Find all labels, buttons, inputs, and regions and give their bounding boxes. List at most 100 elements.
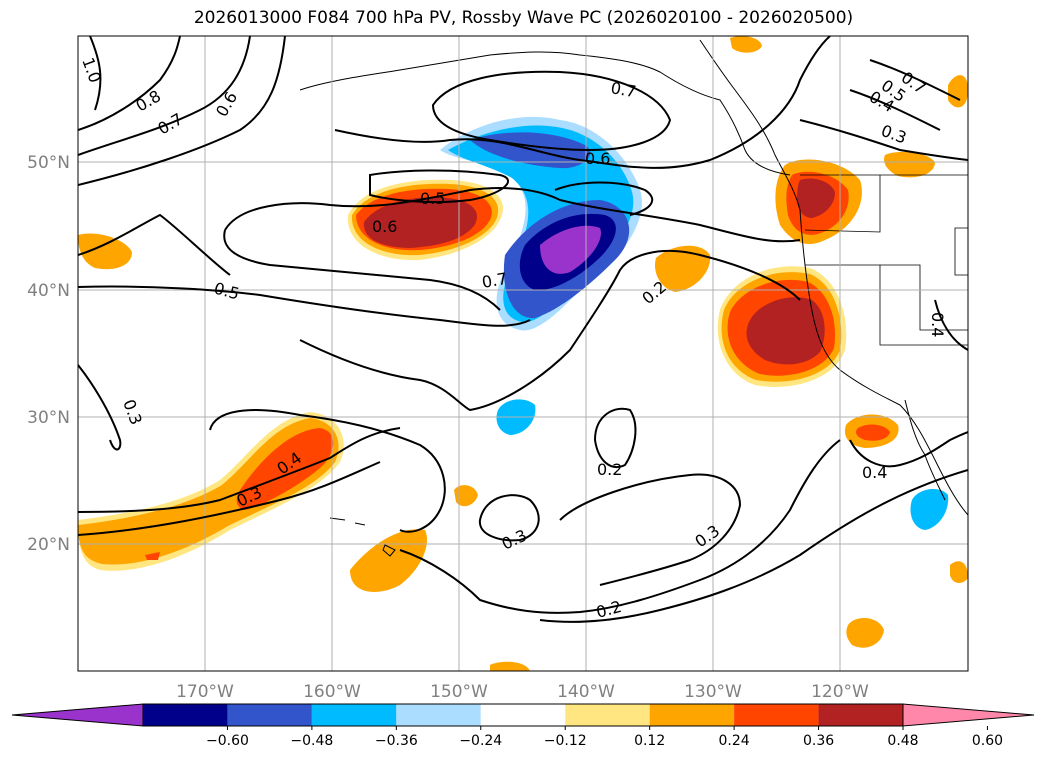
colorbar-frame	[142, 703, 904, 727]
positive-anomaly-northwest-4	[363, 197, 477, 248]
pv-contour-1	[89, 36, 102, 111]
pv-contours	[78, 36, 968, 623]
shaded-anomalies	[78, 36, 968, 671]
border-nevada	[879, 265, 968, 346]
map-title: 2026013000 F084 700 hPa PV, Rossby Wave …	[193, 8, 854, 28]
pv-contour-10	[78, 213, 231, 276]
pv-contour-2	[78, 36, 181, 131]
lon-label-160w: 160°W	[303, 682, 361, 702]
latitude-labels: 50°N 40°N 30°N 20°N	[27, 153, 70, 555]
pv-contour-19	[478, 494, 540, 542]
positive-anomaly-small-6	[950, 561, 968, 584]
colorbar-segment	[565, 704, 650, 726]
contour-label: 0.6	[372, 217, 397, 236]
pv-contour-7	[224, 187, 801, 243]
colorbar-segment	[311, 704, 397, 726]
pv-contour-20	[559, 473, 742, 586]
colorbar-tick-label: −0.60	[206, 733, 249, 749]
state-borders	[800, 174, 968, 346]
lat-label-50n: 50°N	[27, 153, 70, 173]
colorbar-tick-label: 0.12	[634, 733, 665, 749]
lon-label-170w: 170°W	[176, 682, 234, 702]
us-west-coast	[799, 209, 968, 516]
negative-anomaly-east	[910, 488, 949, 530]
contour-label: 0.7	[480, 269, 508, 292]
positive-anomaly-small-7	[490, 661, 530, 671]
lat-label-40n: 40°N	[27, 281, 70, 301]
contour-label: 0.4	[862, 463, 887, 482]
positive-anomaly-small-5	[884, 151, 935, 178]
colorbar-extend-max	[902, 703, 1035, 727]
contour-label: 0.5	[420, 189, 445, 208]
positive-anomaly-small-8	[145, 552, 160, 560]
map-plot-area: 1.0 0.8 0.7 0.6 0.7 0.6 0.5 0.6 0.5 0.7 …	[78, 36, 968, 671]
colorbar-segment	[734, 704, 819, 726]
canada-coast	[699, 39, 801, 211]
lon-label-150w: 150°W	[430, 682, 488, 702]
lon-label-130w: 130°W	[684, 682, 742, 702]
colorbar: −0.60 −0.48 −0.36 −0.24 −0.12 0.12 0.24 0.36 0.4…	[11, 703, 1035, 749]
positive-anomaly-small-3	[730, 36, 762, 53]
pv-contour-6	[431, 70, 672, 152]
border-oregon-california	[805, 264, 968, 331]
positive-anomaly-mid	[654, 245, 711, 292]
colorbar-segment	[818, 704, 903, 726]
contour-label: 0.2	[597, 460, 622, 479]
lon-label-120w: 120°W	[811, 682, 869, 702]
positive-anomaly-baja-core	[856, 424, 890, 441]
pv-contour-18	[593, 407, 637, 468]
colorbar-extend-min	[11, 703, 144, 727]
colorbar-segment	[143, 704, 228, 726]
colorbar-tick-label: 0.36	[803, 733, 834, 749]
pv-contour-9	[223, 229, 501, 311]
gridlines	[78, 36, 968, 671]
colorbar-segment	[396, 704, 481, 726]
positive-anomaly-dateline-west	[78, 233, 132, 270]
colorbar-tick-label: −0.12	[544, 733, 587, 749]
pv-contour-25	[934, 299, 968, 351]
pv-contour-5	[334, 36, 831, 169]
pv-contour-24	[799, 59, 968, 161]
border-idaho	[954, 227, 968, 276]
positive-anomaly-small-1	[454, 485, 478, 507]
pv-contour-21	[399, 439, 841, 614]
positive-anomaly-hawaii	[350, 529, 428, 592]
colorbar-tick-label: −0.36	[375, 733, 418, 749]
contour-label: 0.6	[585, 149, 610, 168]
colorbar-segment	[480, 704, 566, 726]
pv-contour-12	[554, 181, 654, 216]
colorbar-tick-label: −0.48	[290, 733, 333, 749]
colorbar-tick-label: 0.48	[887, 733, 918, 749]
pv-contour-3	[78, 36, 251, 156]
longitude-labels: 170°W 160°W 150°W 140°W 130°W 120°W	[176, 682, 869, 702]
contour-label: 0.7	[609, 78, 637, 101]
positive-anomaly-small-4	[948, 75, 968, 108]
border-washington-oregon	[804, 175, 881, 233]
lat-label-20n: 20°N	[27, 535, 70, 555]
colorbar-tick-label: 0.24	[719, 733, 750, 749]
alaska-aleutians-coast	[299, 51, 791, 176]
pv-contour-16	[78, 427, 401, 513]
colorbar-tick-label: 0.60	[972, 733, 1003, 749]
pv-contour-4	[78, 36, 286, 186]
contour-label: 0.4	[928, 312, 947, 337]
positive-anomaly-subtropics-3	[236, 428, 334, 510]
pv-contour-22	[539, 469, 968, 623]
positive-anomaly-coast-4	[746, 297, 825, 365]
pv-contour-11	[369, 169, 509, 204]
pv-contour-14	[299, 249, 801, 412]
colorbar-segment	[649, 704, 735, 726]
positive-anomaly-small-2	[846, 618, 884, 648]
pv-contour-23	[849, 431, 968, 468]
lon-label-140w: 140°W	[557, 682, 615, 702]
lat-label-30n: 30°N	[27, 408, 70, 428]
positive-anomaly-oregon-3	[797, 178, 835, 218]
colorbar-segment	[227, 704, 312, 726]
pv-contour-8	[78, 285, 531, 327]
colorbar-tick-label: −0.24	[459, 733, 502, 749]
pv-contour-15	[209, 409, 446, 533]
pv-contour-13	[78, 364, 122, 451]
map-frame	[77, 35, 969, 672]
pv-contour-17	[78, 461, 381, 536]
